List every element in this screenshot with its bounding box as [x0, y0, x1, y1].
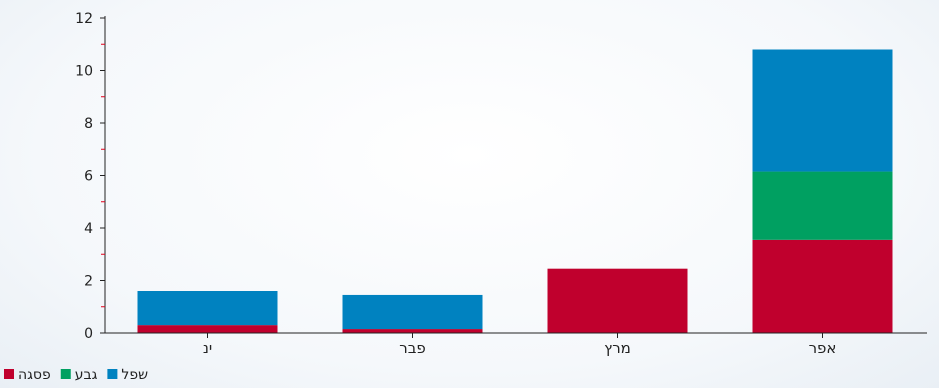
- legend-label: גבע: [75, 367, 98, 383]
- x-tick-label: פבר: [399, 339, 426, 357]
- x-axis: אפר מרץ פבר ינ: [105, 332, 927, 357]
- legend-swatch: [107, 369, 118, 379]
- y-tick-label: 8: [84, 116, 93, 132]
- bar-segment: [547, 268, 688, 333]
- legend: פסגה גבע שפל: [4, 367, 148, 383]
- bar-segment: [752, 49, 893, 172]
- bar-segment: [137, 325, 278, 333]
- bar-segment: [342, 329, 483, 333]
- y-tick-label: 4: [84, 221, 93, 237]
- x-tick-label: ינ: [203, 339, 212, 357]
- legend-label: שפל: [121, 367, 148, 383]
- bar-segment: [752, 171, 893, 240]
- y-axis: 0 2 4 6 8 10 12: [75, 11, 106, 342]
- legend-swatch: [4, 369, 14, 379]
- x-tick-label: אפר: [809, 339, 837, 357]
- y-tick-label: 6: [84, 169, 93, 185]
- y-tick-label: 0: [84, 326, 93, 342]
- y-tick-label: 2: [84, 274, 93, 290]
- y-tick-label: 12: [75, 11, 93, 27]
- bar-segment: [137, 291, 278, 326]
- legend-swatch: [60, 369, 71, 379]
- legend-label: פסגה: [18, 367, 51, 383]
- bar-segment: [342, 294, 483, 330]
- bar-segment: [752, 239, 893, 333]
- bars-group: [137, 49, 893, 333]
- x-tick-label: מרץ: [604, 339, 631, 357]
- y-tick-label: 10: [75, 64, 93, 80]
